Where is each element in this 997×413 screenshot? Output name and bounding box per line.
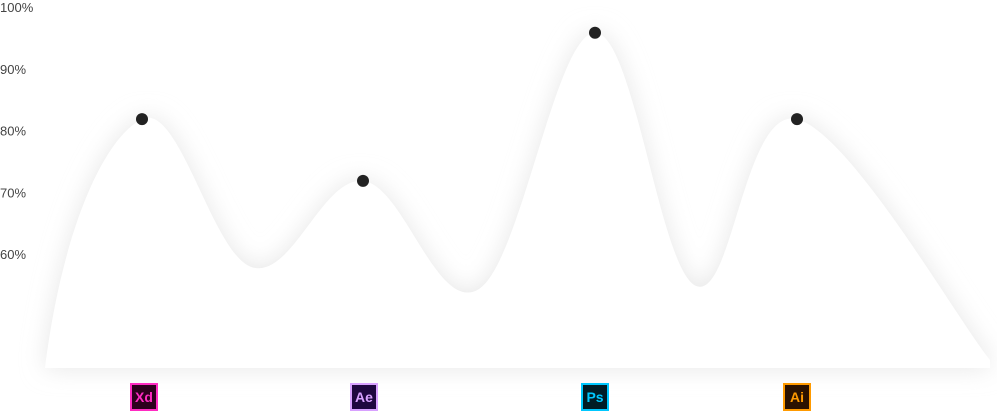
- data-point-ai: [791, 113, 803, 126]
- ai-icon: Ai: [783, 383, 811, 411]
- category-icons: Xd Ae Ps Ai: [130, 383, 811, 411]
- ps-icon: Ps: [581, 383, 609, 411]
- y-tick-label: 80%: [0, 124, 26, 139]
- category-label: Ps: [586, 389, 603, 405]
- y-tick-label: 90%: [0, 62, 26, 77]
- y-axis: 60% 70% 80% 90% 100%: [0, 0, 34, 262]
- xd-icon: Xd: [130, 383, 158, 411]
- data-point-xd: [136, 113, 148, 126]
- data-point-ps: [589, 26, 601, 39]
- data-point-ae: [357, 174, 369, 187]
- y-tick-label: 100%: [0, 0, 34, 15]
- category-label: Ae: [355, 389, 373, 405]
- ae-icon: Ae: [350, 383, 378, 411]
- y-tick-label: 70%: [0, 185, 26, 200]
- y-tick-label: 60%: [0, 247, 26, 262]
- data-points: [136, 26, 803, 187]
- area-fill: [45, 32, 990, 368]
- category-label: Xd: [135, 389, 153, 405]
- category-label: Ai: [790, 389, 804, 405]
- area-layer: [45, 32, 990, 368]
